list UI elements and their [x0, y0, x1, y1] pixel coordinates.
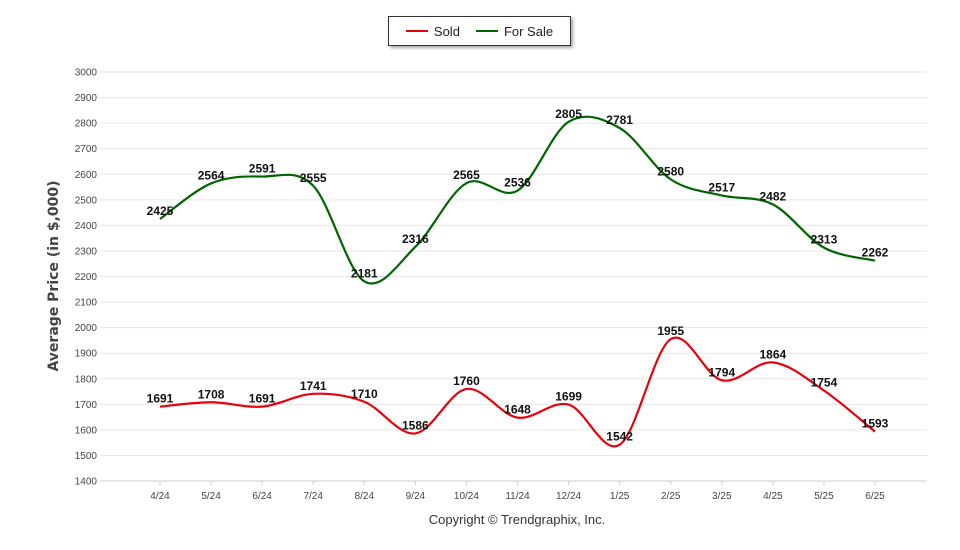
data-label-for-sale: 2565 [453, 168, 480, 182]
y-tick-label: 2500 [75, 195, 98, 206]
y-tick-label: 2400 [75, 221, 98, 232]
x-tick-label: 11/24 [505, 491, 530, 502]
x-tick-label: 2/25 [661, 491, 681, 502]
data-label-sold: 1760 [453, 374, 480, 388]
data-label-for-sale: 2313 [811, 233, 838, 247]
y-tick-label: 2000 [75, 323, 98, 334]
data-label-sold: 1593 [862, 417, 889, 431]
y-tick-label: 2100 [75, 298, 98, 309]
x-tick-label: 10/24 [454, 491, 479, 502]
copyright-text: Copyright © Trendgraphix, Inc. [428, 512, 606, 527]
y-tick-label: 2300 [75, 246, 98, 257]
x-tick-label: 4/24 [150, 491, 170, 502]
data-label-sold: 1691 [249, 392, 276, 406]
y-tick-label: 2900 [75, 93, 98, 104]
data-label-sold: 1708 [198, 387, 225, 401]
data-label-for-sale: 2425 [147, 204, 174, 218]
data-label-sold: 1691 [147, 392, 174, 406]
data-label-for-sale: 2517 [708, 180, 735, 194]
data-label-for-sale: 2805 [555, 107, 582, 121]
legend-swatch-for-sale [475, 30, 498, 32]
data-label-for-sale: 2591 [249, 162, 276, 176]
legend-item-sold: Sold [405, 23, 460, 39]
x-tick-label: 6/24 [252, 491, 272, 502]
x-tick-label: 1/25 [610, 491, 630, 502]
y-tick-label: 2600 [75, 170, 98, 181]
chart-legend: Sold For Sale [388, 16, 571, 46]
x-tick-label: 5/25 [814, 491, 834, 502]
y-tick-label: 1800 [75, 374, 98, 385]
data-label-sold: 1542 [606, 430, 633, 444]
y-tick-label: 3000 [75, 68, 98, 79]
x-tick-label: 6/25 [865, 491, 885, 502]
legend-label-for-sale: For Sale [503, 23, 554, 39]
data-label-for-sale: 2316 [402, 232, 429, 246]
data-label-sold: 1741 [300, 379, 327, 393]
data-label-sold: 1864 [760, 347, 787, 361]
data-label-for-sale: 2181 [351, 266, 378, 280]
y-tick-label: 1400 [75, 477, 98, 488]
x-tick-label: 5/24 [201, 491, 221, 502]
data-label-sold: 1794 [708, 365, 735, 379]
data-label-for-sale: 2482 [760, 189, 787, 203]
y-tick-label: 2200 [75, 272, 98, 283]
x-tick-label: 12/24 [556, 491, 581, 502]
x-tick-label: 8/24 [355, 491, 375, 502]
y-tick-label: 1500 [75, 451, 98, 462]
y-tick-label: 1600 [75, 425, 98, 436]
data-label-for-sale: 2781 [606, 113, 633, 127]
data-label-sold: 1648 [504, 403, 531, 417]
legend-label-sold: Sold [433, 23, 460, 39]
data-label-for-sale: 2262 [862, 246, 889, 260]
x-tick-label: 3/25 [712, 491, 732, 502]
y-tick-label: 2800 [75, 119, 98, 130]
data-label-sold: 1754 [811, 376, 838, 390]
y-tick-label: 1900 [75, 349, 98, 360]
data-label-sold: 1710 [351, 387, 378, 401]
y-tick-label: 1700 [75, 400, 98, 411]
x-tick-label: 9/24 [406, 491, 426, 502]
data-label-sold: 1955 [657, 324, 684, 338]
series-line-for-sale [159, 115, 876, 285]
data-label-for-sale: 2536 [504, 176, 531, 190]
data-label-for-sale: 2564 [198, 168, 225, 182]
legend-swatch-sold [405, 30, 428, 32]
data-label-for-sale: 2555 [300, 171, 327, 185]
x-tick-label: 7/24 [303, 491, 323, 502]
y-tick-label: 2700 [75, 144, 98, 155]
series-line-sold [159, 336, 876, 448]
data-label-for-sale: 2580 [657, 164, 684, 178]
legend-item-for-sale: For Sale [475, 23, 554, 39]
data-label-sold: 1699 [555, 390, 582, 404]
x-tick-label: 4/25 [763, 491, 783, 502]
data-label-sold: 1586 [402, 418, 429, 432]
